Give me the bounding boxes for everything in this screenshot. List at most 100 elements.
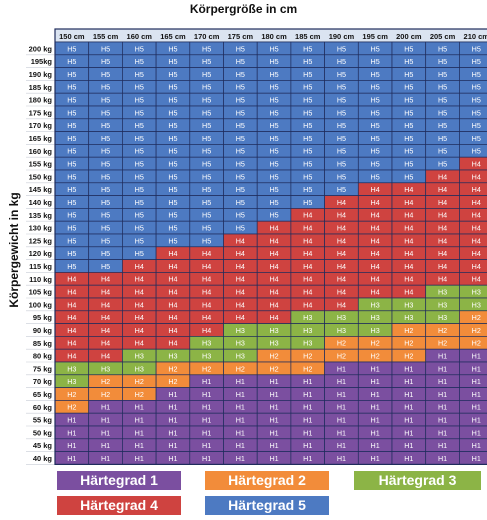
cell-label: H5 (337, 185, 346, 194)
cell-label: H5 (269, 134, 278, 143)
column-header-label: 170 cm (194, 32, 220, 41)
row-label: 200 kg (29, 44, 53, 53)
row-label: 155 kg (29, 160, 53, 169)
cell-label: H4 (337, 275, 346, 284)
cell-label: H5 (438, 147, 447, 156)
cell-label: H5 (371, 134, 380, 143)
cell-label: H5 (337, 147, 346, 156)
cell-label: H4 (371, 262, 380, 271)
cell-label: H5 (269, 108, 278, 117)
cell-label: H1 (303, 403, 312, 412)
cell-label: H4 (269, 300, 278, 309)
cell-label: H4 (236, 300, 245, 309)
cell-label: H5 (303, 185, 312, 194)
cell-label: H5 (337, 134, 346, 143)
cell-label: H4 (135, 262, 144, 271)
cell-label: H1 (371, 441, 380, 450)
cell-label: H1 (472, 403, 481, 412)
cell-label: H5 (168, 57, 177, 66)
cell-label: H5 (303, 44, 312, 53)
cell-label: H5 (135, 249, 144, 258)
cell-label: H1 (337, 441, 346, 450)
cell-label: H5 (101, 134, 110, 143)
cell-label: H1 (472, 454, 481, 463)
cell-label: H4 (101, 288, 110, 297)
column-header-label: 205 cm (430, 32, 456, 41)
cell-label: H5 (202, 224, 211, 233)
cell-label: H1 (236, 441, 245, 450)
cell-label: H5 (101, 147, 110, 156)
cell-label: H3 (438, 300, 447, 309)
cell-label: H5 (303, 70, 312, 79)
cell-label: H1 (236, 403, 245, 412)
cell-label: H5 (168, 96, 177, 105)
cell-label: H5 (202, 147, 211, 156)
cell-label: H4 (472, 185, 481, 194)
cell-label: H2 (472, 339, 481, 348)
cell-label: H4 (404, 249, 413, 258)
cell-label: H2 (101, 377, 110, 386)
cell-label: H3 (202, 352, 211, 361)
cell-label: H4 (168, 300, 177, 309)
cell-label: H3 (135, 364, 144, 373)
cell-label: H4 (135, 288, 144, 297)
cell-label: H5 (269, 198, 278, 207)
cell-label: H1 (472, 364, 481, 373)
cell-label: H4 (101, 275, 110, 284)
cell-label: H5 (202, 83, 211, 92)
cell-label: H2 (404, 352, 413, 361)
cell-label: H1 (67, 441, 76, 450)
cell-label: H5 (303, 198, 312, 207)
cell-label: H5 (269, 121, 278, 130)
cell-label: H3 (303, 326, 312, 335)
cell-label: H5 (67, 224, 76, 233)
row-label: 75 kg (33, 364, 53, 373)
cell-label: H1 (202, 403, 211, 412)
cell-label: H1 (101, 454, 110, 463)
cell-label: H3 (101, 364, 110, 373)
cell-label: H2 (269, 352, 278, 361)
cell-label: H4 (202, 249, 211, 258)
cell-label: H4 (236, 236, 245, 245)
cell-label: H5 (269, 185, 278, 194)
cell-label: H5 (202, 108, 211, 117)
row-label: 70 kg (33, 377, 53, 386)
cell-label: H5 (472, 83, 481, 92)
cell-label: H1 (371, 403, 380, 412)
cell-label: H5 (67, 185, 76, 194)
cell-label: H2 (404, 326, 413, 335)
cell-label: H1 (202, 416, 211, 425)
row-label: 125 kg (29, 236, 53, 245)
cell-label: H1 (438, 377, 447, 386)
cell-label: H1 (438, 352, 447, 361)
cell-label: H2 (303, 364, 312, 373)
cell-label: H5 (269, 172, 278, 181)
cell-label: H4 (438, 172, 447, 181)
cell-label: H5 (101, 172, 110, 181)
cell-label: H2 (337, 339, 346, 348)
cell-label: H1 (438, 403, 447, 412)
cell-label: H2 (236, 364, 245, 373)
cell-label: H1 (101, 441, 110, 450)
cell-label: H5 (202, 134, 211, 143)
cell-label: H5 (135, 96, 144, 105)
cell-label: H1 (202, 441, 211, 450)
cell-label: H5 (371, 172, 380, 181)
cell-label: H4 (202, 262, 211, 271)
chart-title: Körpergröße in cm (189, 2, 298, 16)
cell-label: H2 (168, 364, 177, 373)
cell-label: H5 (371, 108, 380, 117)
cell-label: H5 (101, 185, 110, 194)
cell-label: H1 (303, 454, 312, 463)
cell-label: H3 (202, 339, 211, 348)
cell-label: H4 (472, 172, 481, 181)
cell-label: H5 (472, 96, 481, 105)
cell-label: H4 (472, 262, 481, 271)
cell-label: H5 (404, 172, 413, 181)
cell-label: H4 (269, 224, 278, 233)
cell-label: H5 (269, 44, 278, 53)
cell-label: H1 (438, 428, 447, 437)
cell-label: H5 (371, 57, 380, 66)
cell-label: H5 (371, 160, 380, 169)
cell-label: H4 (168, 326, 177, 335)
